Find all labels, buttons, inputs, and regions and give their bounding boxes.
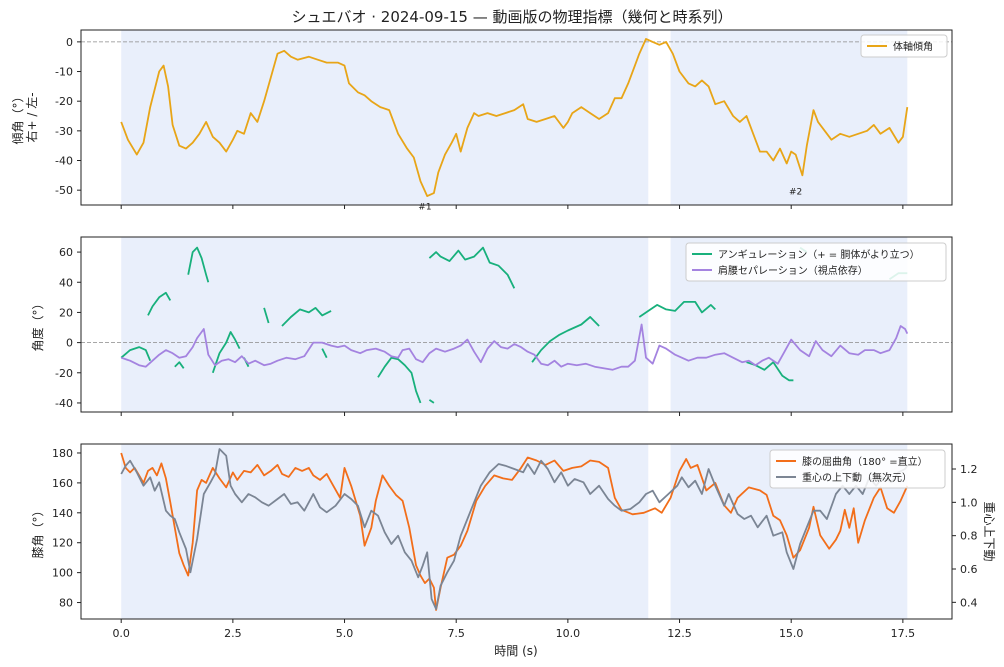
x-tick-label: 7.5 bbox=[447, 627, 465, 640]
y-right-axis-label: 重心上下動 bbox=[982, 501, 996, 561]
shaded-band bbox=[121, 30, 649, 205]
y-right-tick-label: 0.4 bbox=[960, 596, 978, 609]
x-tick-label: 17.5 bbox=[891, 627, 916, 640]
y-right-tick-label: 0.6 bbox=[960, 563, 978, 576]
y-tick-label: -30 bbox=[55, 125, 73, 138]
series-line bbox=[120, 448, 909, 610]
y-tick-label: 80 bbox=[59, 597, 73, 610]
legend-box bbox=[769, 449, 946, 489]
x-tick-label: 10.0 bbox=[556, 627, 581, 640]
series-line bbox=[531, 316, 600, 363]
series-line bbox=[428, 399, 435, 404]
series-line bbox=[120, 323, 909, 371]
series-line bbox=[120, 452, 909, 611]
y-tick-label: -40 bbox=[55, 155, 73, 168]
legend: 膝の屈曲角（180° =直立） 重心の上下動（無次元） bbox=[769, 449, 946, 489]
panel-bottom: 0.0 2.5 5.0 7.5 10.0 12.5 15.0 17.5 180 160 140 120… bbox=[31, 443, 996, 640]
shaded-band bbox=[670, 30, 908, 205]
x-tick-label: 2.5 bbox=[224, 627, 242, 640]
legend: アンギュレーション（+ = 胴体がより立つ） 肩腰セパレーション（視点依存） bbox=[685, 242, 947, 282]
y-axis-label: 角度（°） bbox=[30, 297, 45, 351]
y-tick-label: -20 bbox=[55, 95, 73, 108]
series-line bbox=[174, 361, 185, 369]
y-right-tick-label: 1.2 bbox=[960, 463, 978, 476]
y-axis-label: 膝角（°） bbox=[31, 504, 45, 558]
axes-frame bbox=[80, 29, 953, 206]
panel-top: 0 -10 -20 -30 -40 -50 傾角（°）右+ / 左- #1 #2 体軸傾角 bbox=[11, 29, 953, 212]
x-tick-label: 12.5 bbox=[667, 627, 692, 640]
series-line bbox=[211, 331, 241, 374]
series-line bbox=[377, 356, 422, 404]
legend-label: 体軸傾角 bbox=[893, 40, 933, 53]
panel-middle: 60 40 20 0 -20 -40 角度（°） アンギュレーション（+ = 胴体がより立つ）… bbox=[30, 236, 953, 416]
series-line bbox=[187, 246, 210, 283]
y-tick-label: 180 bbox=[52, 447, 73, 460]
y-tick-label: -10 bbox=[55, 66, 73, 79]
y-tick-label: 100 bbox=[52, 567, 73, 580]
y-tick-label: -40 bbox=[55, 397, 73, 410]
y-tick-label: -50 bbox=[55, 184, 73, 197]
legend-box bbox=[685, 242, 947, 282]
legend-label: アンギュレーション（+ = 胴体がより立つ） bbox=[718, 248, 920, 261]
series-line bbox=[321, 348, 328, 359]
event-annotation: #2 bbox=[789, 188, 802, 198]
y-tick-label: 140 bbox=[52, 507, 73, 520]
y-tick-label: 0 bbox=[66, 337, 73, 350]
event-annotation: #1 bbox=[418, 202, 431, 212]
chart-title: シュエバオ · 2024-09-15 — 動画版の物理指標（幾何と時系列） bbox=[291, 8, 732, 26]
series-line bbox=[120, 38, 909, 197]
y-tick-label: 40 bbox=[59, 276, 73, 289]
legend-box bbox=[860, 34, 948, 58]
legend-label: 重心の上下動（無次元） bbox=[802, 471, 912, 484]
x-tick-label: 5.0 bbox=[336, 627, 354, 640]
series-line bbox=[147, 291, 172, 316]
y-right-tick-label: 1.0 bbox=[960, 496, 978, 509]
x-tick-label: 0.0 bbox=[112, 627, 130, 640]
series-line bbox=[263, 307, 270, 324]
y-tick-label: 160 bbox=[52, 477, 73, 490]
y-axis-label: 傾角（°）右+ / 左- bbox=[11, 90, 39, 144]
y-right-tick-label: 0.8 bbox=[960, 530, 978, 543]
legend-label: 膝の屈曲角（180° =直立） bbox=[802, 455, 928, 468]
series-line bbox=[120, 346, 152, 362]
y-tick-label: -20 bbox=[55, 367, 73, 380]
legend: 体軸傾角 bbox=[860, 34, 948, 58]
y-tick-label: 20 bbox=[59, 306, 73, 319]
series-line bbox=[428, 246, 516, 289]
legend-label: 肩腰セパレーション（視点依存） bbox=[718, 264, 868, 277]
axes-frame bbox=[80, 236, 953, 413]
axes-frame bbox=[80, 443, 953, 620]
series-line bbox=[638, 301, 716, 318]
y-tick-label: 0 bbox=[66, 36, 73, 49]
y-tick-label: 120 bbox=[52, 537, 73, 550]
shaded-band bbox=[121, 237, 649, 412]
x-tick-label: 15.0 bbox=[779, 627, 804, 640]
y-tick-label: 60 bbox=[59, 246, 73, 259]
series-line bbox=[281, 307, 332, 327]
x-axis-label: 時間 (s) bbox=[494, 644, 537, 658]
